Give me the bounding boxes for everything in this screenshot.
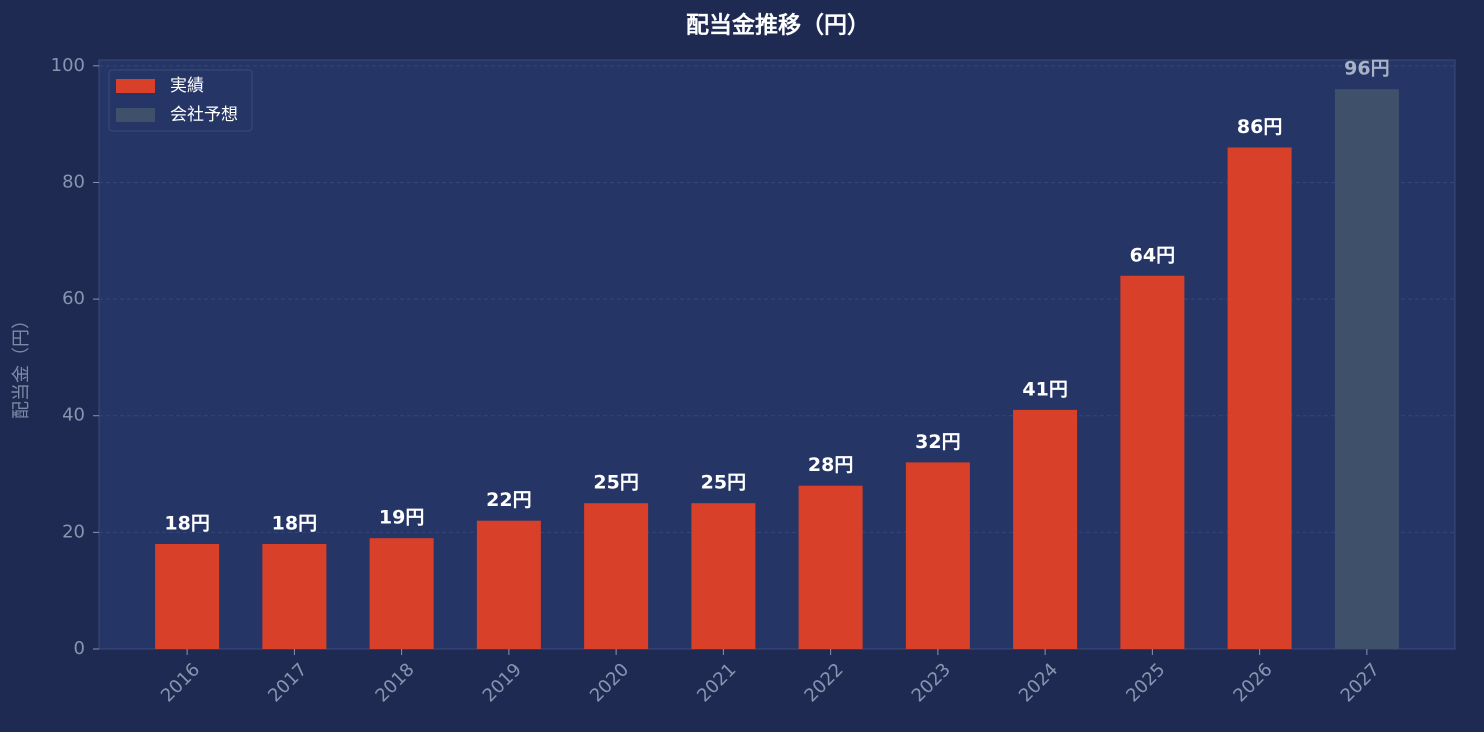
value-label: 25円 — [701, 472, 746, 494]
bar — [905, 462, 970, 649]
value-label: 41円 — [1022, 378, 1067, 400]
value-label: 64円 — [1130, 244, 1175, 266]
value-label: 18円 — [164, 513, 209, 535]
legend-label: 会社予想 — [170, 105, 238, 125]
value-label: 19円 — [379, 507, 424, 529]
bar — [262, 544, 327, 649]
value-label: 25円 — [593, 472, 638, 494]
legend-swatch — [116, 108, 155, 122]
bar — [1120, 275, 1185, 649]
bar — [1013, 409, 1078, 649]
bar — [584, 503, 649, 649]
y-tick-label: 40 — [62, 405, 85, 426]
y-tick-label: 0 — [74, 638, 85, 659]
value-label: 96円 — [1344, 58, 1389, 80]
bar — [369, 538, 434, 649]
legend-label: 実績 — [170, 76, 204, 96]
y-tick-label: 20 — [62, 521, 85, 542]
value-label: 18円 — [272, 513, 317, 535]
y-tick-label: 100 — [51, 55, 85, 76]
bar — [1334, 89, 1399, 649]
y-axis-label: 配当金（円） — [11, 311, 32, 419]
value-label: 28円 — [808, 454, 853, 476]
y-tick-label: 80 — [62, 171, 85, 192]
value-label: 32円 — [915, 431, 960, 453]
bar — [1227, 147, 1292, 649]
bar — [798, 485, 863, 649]
bar — [476, 520, 541, 649]
chart-title: 配当金推移（円） — [686, 12, 870, 39]
y-tick-label: 60 — [62, 288, 85, 309]
bar — [155, 544, 220, 649]
bar — [691, 503, 756, 649]
value-label: 22円 — [486, 489, 531, 511]
legend-swatch — [116, 79, 155, 93]
value-label: 86円 — [1237, 116, 1282, 138]
